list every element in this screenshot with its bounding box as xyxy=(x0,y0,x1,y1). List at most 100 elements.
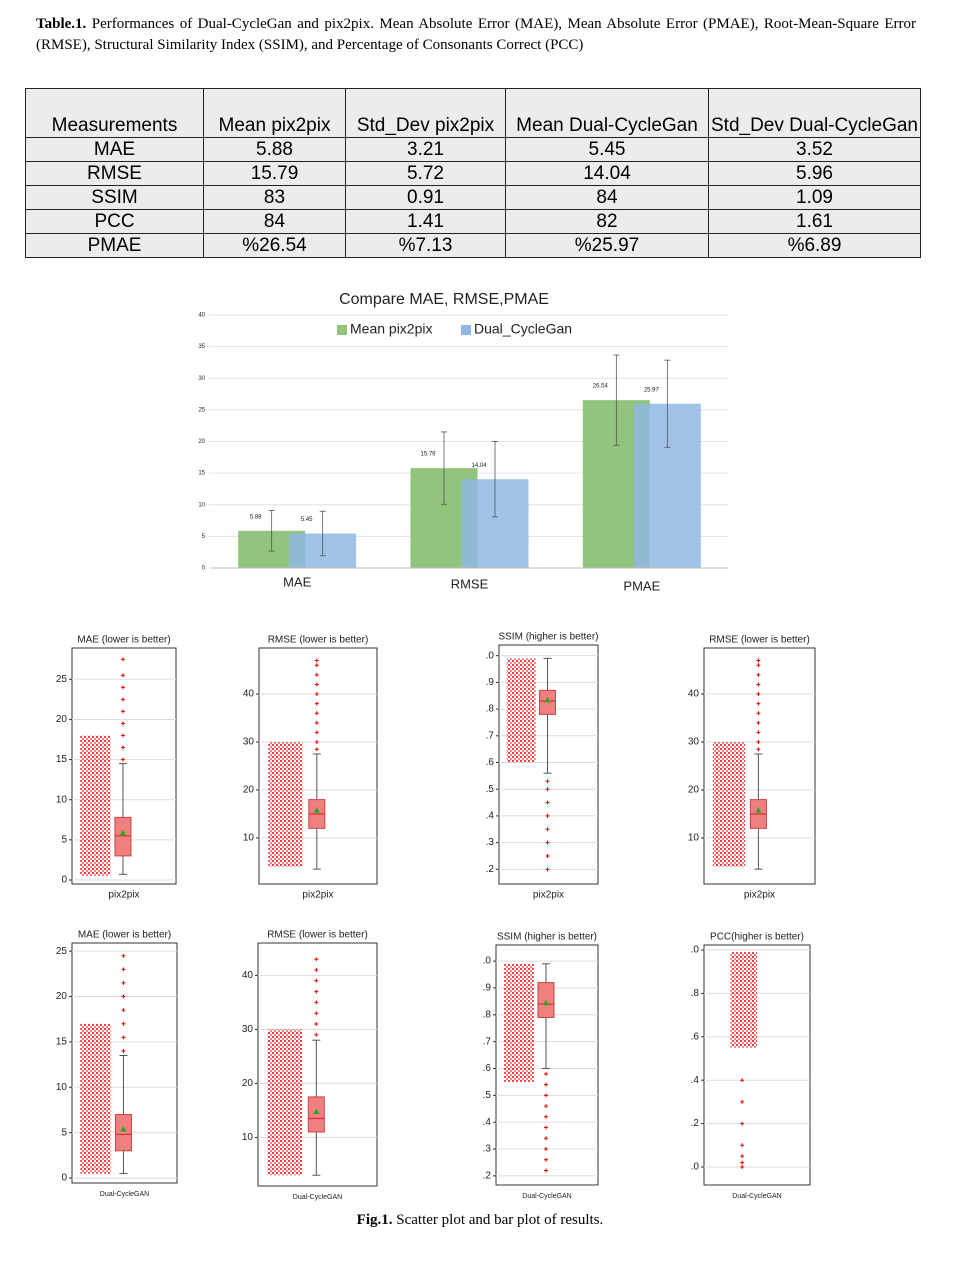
table-cell: Std_Dev Dual-CycleGan xyxy=(708,88,921,138)
x-tick-label: PMAE xyxy=(623,578,660,593)
mean xyxy=(313,1108,320,1114)
outlier xyxy=(314,957,319,962)
outlier xyxy=(543,1104,548,1109)
figure-text: Scatter plot and bar plot of results. xyxy=(396,1212,604,1228)
outlier xyxy=(314,740,319,745)
table-cell: RMSE xyxy=(25,161,204,186)
scatter-cloud xyxy=(730,952,757,1048)
outlier xyxy=(314,663,319,668)
mean xyxy=(755,807,762,813)
y-tick-label: .2 xyxy=(691,1118,700,1129)
y-tick-label: .5 xyxy=(486,784,495,795)
outlier xyxy=(740,1099,745,1104)
table-cell: SSIM xyxy=(25,185,204,210)
outlier xyxy=(543,1125,548,1130)
y-tick-label: 35 xyxy=(198,344,205,350)
data-label: 15.79 xyxy=(420,452,436,458)
y-tick-label: .4 xyxy=(483,1117,492,1128)
y-tick-label: 20 xyxy=(688,785,700,796)
table-row: PMAE %26.54 %7.13 %25.97 %6.89 xyxy=(25,233,921,258)
table-row: Measurements Mean pix2pix Std_Dev pix2pix M… xyxy=(25,88,921,138)
outlier xyxy=(545,813,550,818)
plot-title: PCC(higher is better) xyxy=(710,932,804,943)
outlier xyxy=(314,1032,319,1037)
x-label: pix2pix xyxy=(533,890,564,901)
mean xyxy=(120,1126,127,1132)
y-tick-label: .7 xyxy=(483,1036,492,1047)
mean xyxy=(544,696,551,703)
outlier xyxy=(120,697,125,702)
outlier xyxy=(120,673,125,678)
outlier xyxy=(314,730,319,735)
outlier xyxy=(543,1071,548,1076)
table-cell: Mean Dual-CycleGan xyxy=(505,88,709,138)
y-tick-label: 10 xyxy=(56,794,68,805)
plot-title: MAE (lower is better) xyxy=(78,930,171,941)
outlier xyxy=(121,994,126,999)
data-label: 25.97 xyxy=(644,387,660,393)
y-tick-label: .2 xyxy=(483,1171,492,1182)
outlier xyxy=(545,800,550,805)
outlier xyxy=(543,1157,548,1162)
plot-title: RMSE (lower is better) xyxy=(709,635,810,646)
outlier xyxy=(545,867,550,872)
y-tick-label: 20 xyxy=(242,1078,254,1089)
x-label: Dual-CycleGAN xyxy=(732,1193,781,1200)
outlier xyxy=(543,1168,548,1173)
plot-title: SSIM (higher is better) xyxy=(498,632,598,643)
y-tick-label: 10 xyxy=(242,1132,254,1143)
y-tick-label: 40 xyxy=(688,689,700,700)
outlier xyxy=(314,682,319,687)
y-tick-label: 25 xyxy=(56,674,68,685)
outlier xyxy=(121,1035,126,1040)
outlier xyxy=(120,745,125,750)
table-cell: 84 xyxy=(505,185,709,210)
legend-swatch xyxy=(461,325,471,335)
caption-text: Performances of Dual-CycleGan and pix2pi… xyxy=(36,16,916,53)
outlier xyxy=(756,692,761,697)
y-tick-label: .0 xyxy=(691,945,700,956)
outlier xyxy=(314,989,319,994)
outlier xyxy=(314,1022,319,1026)
scatter-cloud xyxy=(506,658,536,763)
y-tick-label: 20 xyxy=(56,991,68,1002)
y-tick-label: .8 xyxy=(691,988,700,999)
y-tick-label: 40 xyxy=(198,313,205,319)
box xyxy=(114,1113,132,1152)
y-tick-label: .0 xyxy=(691,1162,700,1173)
outlier xyxy=(120,685,125,690)
table-cell: 5.45 xyxy=(505,137,709,162)
x-tick-label: RMSE xyxy=(451,576,489,591)
outlier xyxy=(543,1147,548,1152)
y-tick-label: 20 xyxy=(198,439,205,445)
table-cell: 83 xyxy=(203,185,346,210)
y-tick-label: 0 xyxy=(61,875,67,886)
mean xyxy=(542,999,549,1006)
outlier xyxy=(120,721,125,726)
outlier xyxy=(756,711,761,716)
scatter-cloud xyxy=(267,1029,303,1176)
x-label: Dual-CycleGAN xyxy=(100,1191,149,1198)
y-tick-label: 15 xyxy=(56,754,68,765)
y-tick-label: .7 xyxy=(486,730,495,741)
outlier xyxy=(756,682,761,687)
y-tick-label: 10 xyxy=(198,502,205,508)
y-tick-label: .4 xyxy=(691,1075,700,1086)
outlier xyxy=(120,657,125,662)
outlier xyxy=(120,709,125,714)
scatter-cloud xyxy=(504,963,534,1082)
outlier xyxy=(314,747,319,752)
table-cell: PCC xyxy=(25,209,204,234)
outlier xyxy=(121,953,126,958)
y-tick-label: 30 xyxy=(242,1024,254,1035)
outlier xyxy=(120,757,125,762)
scatter-cloud xyxy=(712,742,746,867)
table-cell: Std_Dev pix2pix xyxy=(345,88,506,138)
y-tick-label: 0 xyxy=(61,1173,67,1184)
outlier xyxy=(314,1011,319,1016)
outlier xyxy=(545,853,550,858)
y-tick-label: .2 xyxy=(486,864,495,875)
y-tick-label: 30 xyxy=(198,376,205,382)
y-tick-label: .9 xyxy=(483,983,492,994)
chart-title: Compare MAE, RMSE,PMAE xyxy=(339,291,549,308)
